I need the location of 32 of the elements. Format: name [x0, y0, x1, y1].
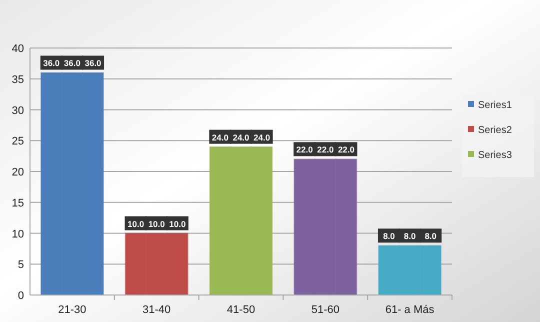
y-tick-label: 35	[12, 74, 24, 86]
y-tick-label: 20	[12, 166, 24, 178]
y-tick-label: 0	[18, 290, 24, 302]
x-tick-label: 31-40	[142, 304, 171, 316]
data-label: 24.0	[254, 132, 270, 142]
y-tick-label: 5	[18, 259, 24, 272]
data-label: 36.0	[43, 58, 60, 68]
x-tick-label: 61- a Más	[385, 304, 435, 316]
data-label: 10.0	[128, 218, 144, 229]
x-tick-label: 51-60	[311, 304, 340, 316]
y-tick-label: 40	[12, 43, 24, 55]
legend-label: Series3	[478, 150, 512, 161]
data-label: 24.0	[212, 132, 229, 142]
data-label: 36.0	[64, 58, 81, 68]
data-label: 10.0	[148, 218, 166, 229]
y-tick-label: 10	[12, 228, 24, 240]
data-label: 8.0	[404, 231, 416, 242]
y-tick-label: 25	[12, 136, 24, 148]
data-label: 22.0	[296, 144, 314, 155]
data-label: 36.0	[84, 58, 102, 68]
data-label: 8.0	[383, 231, 396, 242]
legend-label: Series1	[478, 100, 512, 111]
x-tick-label: 41-50	[226, 304, 256, 316]
y-tick-label: 15	[12, 197, 24, 210]
data-label: 24.0	[232, 132, 250, 142]
x-tick-label: 21-30	[58, 304, 86, 316]
data-label: 22.0	[338, 144, 355, 155]
legend-label: Series2	[478, 125, 512, 136]
y-tick-label: 30	[12, 104, 24, 117]
data-label: 10.0	[169, 218, 186, 229]
data-label: 22.0	[317, 144, 334, 155]
data-label: 8.0	[424, 231, 437, 242]
